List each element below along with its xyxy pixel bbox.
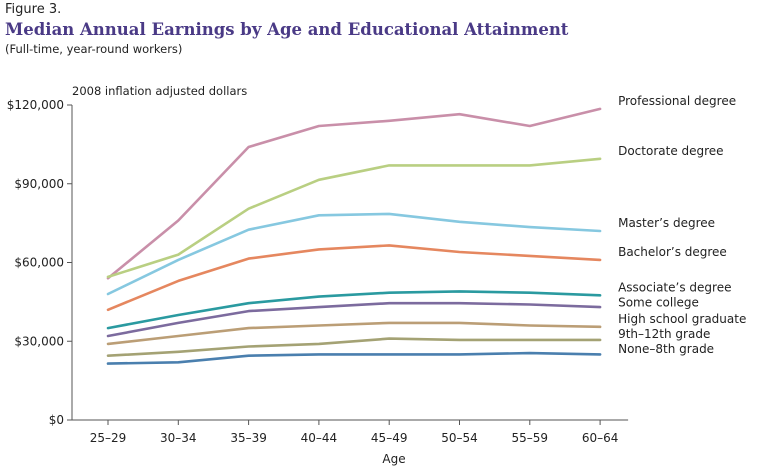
x-tick-label: 30–34: [160, 431, 197, 445]
series-line: [106, 244, 602, 312]
series-label: None–8th grade: [618, 342, 714, 356]
series-labels: Professional degree Doctorate degree Maste…: [618, 94, 746, 356]
y-tick-label: $90,000: [14, 177, 64, 191]
y-tick-label: $60,000: [14, 256, 64, 270]
series-label: 9th–12th grade: [618, 327, 710, 341]
x-tick-label: 25–29: [90, 431, 127, 445]
chart-title: Median Annual Earnings by Age and Educat…: [5, 20, 569, 39]
figure-label: Figure 3.: [5, 2, 62, 17]
y-tick-label: $120,000: [7, 98, 64, 112]
series-line: [106, 157, 602, 279]
y-axis: $0 $30,000 $60,000 $90,000 $120,000: [7, 98, 73, 427]
y-tick-label: $30,000: [14, 334, 64, 348]
x-tick-label: 45–49: [371, 431, 408, 445]
x-axis: 25–29 30–34 35–39 40–44 45–49 50–54 55–59 60–64: [72, 419, 629, 445]
series-label: High school graduate: [618, 312, 746, 326]
series-line: [106, 290, 602, 330]
series-line: [106, 337, 602, 358]
y-axis-label: 2008 inflation adjusted dollars: [72, 84, 247, 98]
x-tick-label: 50–54: [441, 431, 478, 445]
series-label: Associate’s degree: [618, 280, 731, 294]
series-label: Master’s degree: [618, 216, 715, 230]
series-line: [106, 351, 602, 365]
x-tick-label: 35–39: [230, 431, 267, 445]
series-line: [106, 321, 602, 346]
series-label: Bachelor’s degree: [618, 245, 727, 259]
x-tick-label: 40–44: [301, 431, 338, 445]
y-tick-label: $0: [49, 413, 64, 427]
series-lines: [106, 107, 602, 365]
x-tick-label: 60–64: [582, 431, 619, 445]
series-line: [106, 301, 602, 338]
series-label: Doctorate degree: [618, 144, 723, 158]
x-tick-label: 55–59: [512, 431, 549, 445]
series-line: [106, 212, 602, 296]
series-line: [106, 107, 602, 280]
chart-subtitle: (Full-time, year-round workers): [5, 42, 183, 56]
series-label: Professional degree: [618, 94, 736, 108]
series-label: Some college: [618, 295, 699, 309]
x-axis-label: Age: [382, 452, 405, 466]
